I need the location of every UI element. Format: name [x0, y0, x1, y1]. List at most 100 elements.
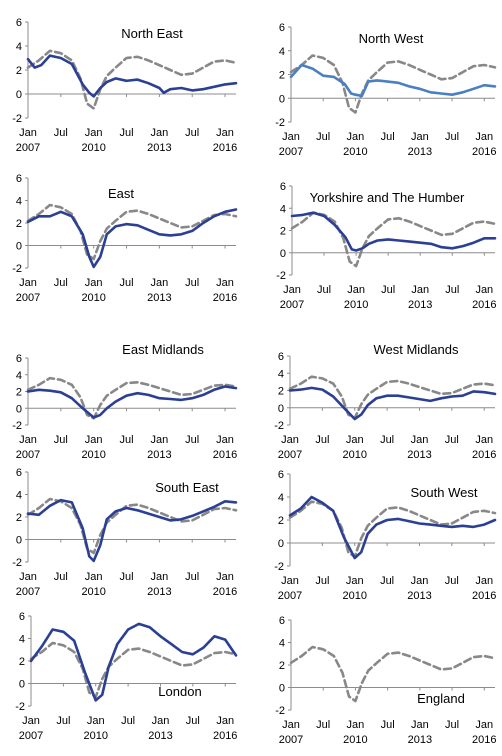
y-tick-label: -2 [12, 557, 22, 569]
x-tick-label-year: 2007 [279, 146, 303, 158]
x-tick-label-month: Jul [119, 277, 133, 289]
x-tick-label-year: 2013 [407, 590, 431, 602]
x-tick-label-year: 2013 [148, 730, 172, 742]
x-tick-label-month: Jul [54, 434, 68, 446]
x-tick-label-month: Jan [475, 284, 493, 296]
chart-title: South East [155, 480, 219, 495]
x-tick-label-month: Jan [347, 131, 365, 143]
y-tick-label: -2 [274, 561, 284, 573]
x-tick-label-year: 2016 [213, 730, 237, 742]
x-tick-label-month: Jul [54, 277, 68, 289]
y-tick-label: 4 [278, 368, 284, 380]
x-tick-label-month: Jan [150, 434, 168, 446]
x-tick-label-month: Jan [19, 434, 37, 446]
y-tick-label: 6 [16, 17, 22, 29]
x-tick-label-month: Jul [445, 719, 459, 731]
y-tick-label: 4 [16, 41, 22, 53]
x-tick-label-year: 2016 [472, 449, 496, 461]
x-tick-label-month: Jan [346, 575, 364, 587]
x-tick-label-month: Jul [381, 719, 395, 731]
series-line-solid [288, 386, 497, 421]
y-tick-label: -2 [276, 270, 286, 282]
series-line-solid [26, 498, 238, 563]
x-tick-label-month: Jan [283, 284, 301, 296]
x-tick-label-month: Jan [411, 434, 429, 446]
series-line-solid [26, 385, 238, 419]
x-tick-label-month: Jul [315, 434, 329, 446]
y-tick-label: 0 [280, 248, 286, 260]
x-tick-label-year: 2016 [472, 299, 496, 311]
y-tick-label: 6 [280, 181, 286, 193]
x-tick-label-month: Jan [85, 571, 103, 583]
y-tick-label: 2 [279, 660, 285, 672]
series-line-dashed [290, 211, 497, 268]
x-tick-label-month: Jul [186, 715, 200, 727]
x-tick-label-year: 2016 [213, 142, 237, 154]
x-tick-label-year: 2010 [83, 730, 107, 742]
chart-title: East Midlands [122, 342, 204, 357]
x-tick-label-year: 2010 [81, 586, 105, 598]
x-tick-label-month: Jul [316, 131, 330, 143]
x-tick-label-year: 2016 [472, 734, 496, 746]
series-line-dashed [289, 54, 497, 114]
x-tick-label-month: Jan [475, 575, 493, 587]
y-tick-label: -2 [12, 113, 22, 125]
y-tick-label: -2 [274, 420, 284, 432]
x-tick-label-month: Jan [281, 434, 299, 446]
y-tick-label: 2 [16, 218, 22, 230]
x-tick-label-year: 2016 [213, 586, 237, 598]
series-line-solid [288, 495, 497, 560]
y-tick-label: 4 [279, 46, 285, 58]
y-tick-label: 6 [278, 469, 284, 481]
y-tick-label: 4 [279, 638, 285, 650]
x-tick-label-month: Jan [411, 575, 429, 587]
chart-panel: West Midlands -2 0 2 4 6 Jan 2007 Jul Jan 2010 Jul J… [274, 342, 496, 461]
x-tick-label-year: 2007 [16, 449, 40, 461]
x-tick-label-month: Jul [185, 434, 199, 446]
x-tick-label-month: Jul [445, 131, 459, 143]
y-tick-label: 0 [16, 241, 22, 253]
x-tick-label-month: Jan [152, 715, 170, 727]
x-tick-label-year: 2013 [408, 146, 432, 158]
x-tick-label-month: Jul [445, 434, 459, 446]
x-tick-label-year: 2007 [280, 299, 304, 311]
y-tick-label: 4 [16, 370, 22, 382]
y-tick-label: 2 [278, 386, 284, 398]
chart-title: London [158, 684, 201, 699]
chart-title: North West [359, 31, 424, 46]
y-tick-label: 0 [278, 538, 284, 550]
x-tick-label-month: Jan [19, 571, 37, 583]
x-tick-label-month: Jan [411, 284, 429, 296]
x-tick-label-year: 2007 [279, 734, 303, 746]
series-line-dashed [26, 203, 238, 261]
chart-panel: South West -2 0 2 4 6 Jan 2007 Jul Jan 2010 Jul Jan 2… [274, 469, 496, 602]
y-tick-label: 0 [279, 683, 285, 695]
x-tick-label-month: Jan [87, 715, 105, 727]
series-line-dashed [288, 500, 497, 559]
x-tick-label-month: Jul [121, 715, 135, 727]
x-tick-label-month: Jul [185, 127, 199, 139]
y-tick-label: -2 [275, 705, 285, 717]
x-tick-label-month: Jan [85, 434, 103, 446]
x-tick-label-year: 2013 [408, 299, 432, 311]
series-line-dashed [29, 641, 238, 699]
y-tick-label: 2 [19, 656, 25, 668]
y-tick-label: 6 [16, 467, 22, 479]
x-tick-label-month: Jan [22, 715, 40, 727]
x-tick-label-month: Jul [119, 571, 133, 583]
chart-panel: London -2 0 2 4 6 Jan 2007 Jul Jan 2010 Jul Jan 2013 J… [15, 611, 237, 742]
x-tick-label-year: 2013 [147, 449, 171, 461]
y-tick-label: 6 [279, 615, 285, 627]
x-tick-label-month: Jul [316, 719, 330, 731]
x-tick-label-month: Jul [445, 575, 459, 587]
x-tick-label-year: 2007 [278, 590, 302, 602]
x-tick-label-month: Jan [19, 127, 37, 139]
y-tick-label: 4 [278, 492, 284, 504]
x-tick-label-year: 2016 [472, 146, 496, 158]
chart-title: East [108, 186, 134, 201]
x-tick-label-year: 2007 [16, 292, 40, 304]
x-tick-label-year: 2010 [343, 734, 367, 746]
x-tick-label-year: 2016 [472, 590, 496, 602]
x-tick-label-year: 2016 [213, 449, 237, 461]
